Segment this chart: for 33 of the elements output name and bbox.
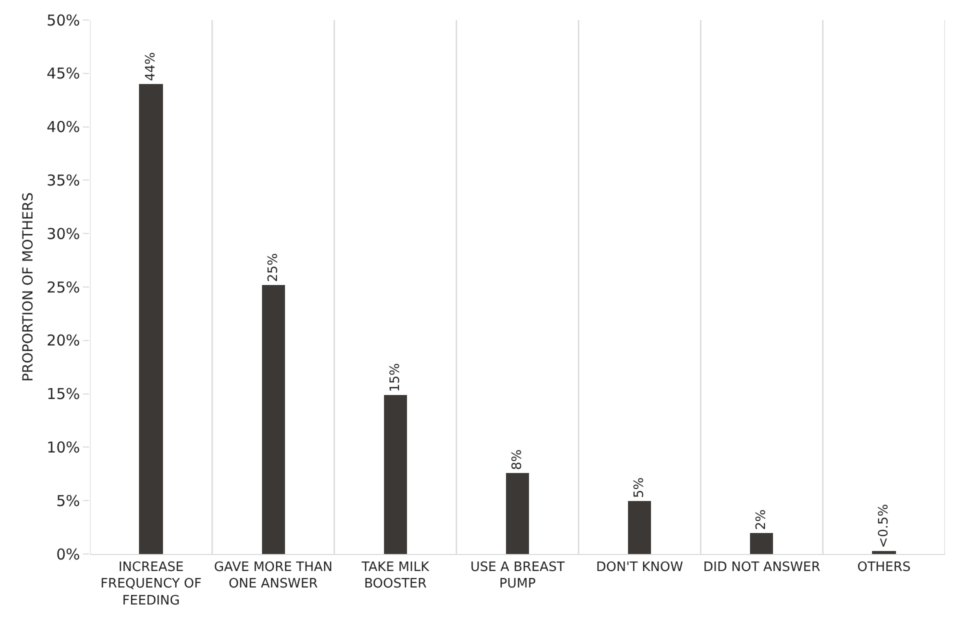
data-label: 5%: [632, 477, 647, 498]
bar: [506, 473, 529, 554]
y-tick-label: 25%: [46, 278, 80, 296]
x-tick-label: TAKE MILK BOOSTER: [360, 560, 430, 592]
y-tick-label: 30%: [46, 224, 80, 243]
bar: [384, 395, 407, 554]
bar: [139, 84, 163, 554]
data-label: 25%: [266, 253, 281, 282]
y-tick-label: 40%: [46, 118, 80, 136]
y-tick-label: 35%: [46, 171, 80, 190]
data-label: <0.5%: [876, 504, 892, 548]
data-label: 15%: [388, 363, 403, 392]
y-tick-label: 5%: [56, 492, 80, 510]
y-tick-label: 50%: [46, 11, 80, 30]
x-tick-label: USE A BREAST PUMP: [470, 560, 565, 592]
y-tick-label: 0%: [56, 545, 80, 564]
x-tick-label: DON'T KNOW: [596, 560, 684, 575]
y-tick-label: 20%: [46, 332, 80, 350]
y-tick-label: 10%: [46, 438, 80, 456]
bar: [262, 285, 285, 554]
y-axis-title: PROPORTION OF MOTHERS: [20, 192, 36, 382]
x-tick-label: OTHERS: [857, 560, 911, 575]
x-tick-label: GAVE MORE THAN ONE ANSWER: [214, 560, 332, 592]
data-label: 2%: [754, 509, 769, 530]
y-tick-label: 45%: [46, 64, 80, 83]
bar: [872, 551, 896, 554]
x-tick-label: DID NOT ANSWER: [703, 560, 820, 575]
x-tick-label: INCREASE FREQUENCY OF FEEDING: [100, 560, 202, 609]
bar: [628, 501, 651, 554]
data-label: 44%: [144, 52, 158, 81]
y-tick-label: 15%: [46, 385, 80, 404]
bar: [750, 533, 773, 554]
data-label: 8%: [510, 449, 525, 470]
